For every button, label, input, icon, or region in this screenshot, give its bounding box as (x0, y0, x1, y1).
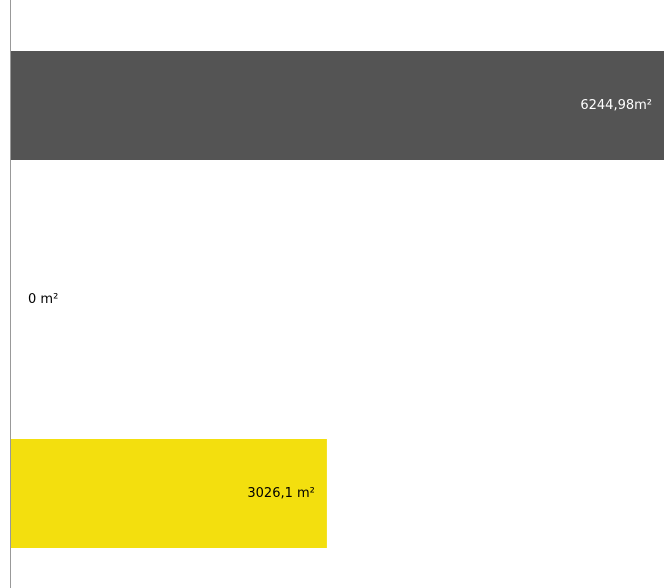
value-label: 6244,98m² (580, 98, 652, 113)
bar (10, 51, 664, 160)
bar (10, 439, 327, 548)
value-label: 0 m² (28, 292, 58, 307)
value-label: 3026,1 m² (247, 486, 315, 501)
